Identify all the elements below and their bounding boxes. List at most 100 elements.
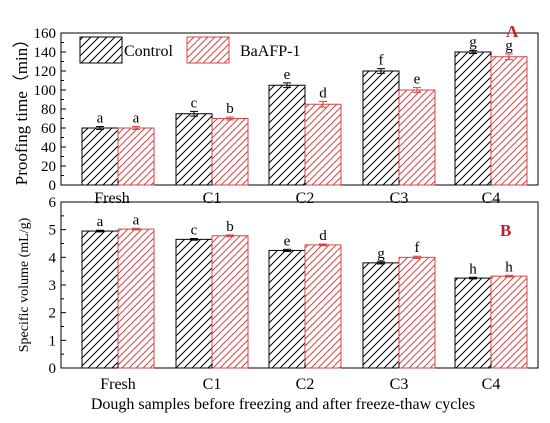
panel-b: a c e g h a b d f h 0 1 2 3 4 5 6 Fresh C1 C2 C3 C4 Specifi…: [17, 195, 539, 393]
panel-b-significance-letter: f: [415, 240, 420, 256]
panel-a-error-bar: [132, 126, 140, 130]
panel-b-error-bar: [190, 238, 198, 241]
panel-b-y-tick-label: 0: [49, 361, 57, 377]
panel-b-bar-control: [454, 277, 492, 369]
panel-a-bar-baafp: [211, 118, 249, 186]
panel-b-significance-letter: a: [97, 214, 104, 230]
panel-b-significance-letter: c: [191, 223, 198, 239]
panel-a-y-tick-label: 160: [34, 26, 57, 42]
panel-a-bar-control: [454, 51, 492, 186]
panel-b-y-tick-label: 5: [49, 223, 57, 239]
panel-b-error-bar: [319, 243, 327, 247]
panel-a-bar-control: [175, 113, 213, 186]
panel-a-category-label: C2: [296, 190, 315, 207]
panel-a-y-tick-label: 120: [34, 64, 57, 80]
panel-b-y-tick-label: 6: [49, 195, 57, 211]
panel-b-bar-control: [81, 230, 119, 369]
panel-a-significance-letter: d: [319, 85, 327, 101]
panel-a-significance-letter: c: [191, 95, 198, 111]
panel-a-error-bar: [469, 50, 477, 54]
panel-a-error-bar: [319, 100, 327, 108]
panel-a-category-label: C3: [390, 190, 409, 207]
panel-b-bar-baafp: [304, 244, 342, 369]
panel-a-y-tick-label: 100: [34, 83, 57, 99]
panel-a-significance-letter: b: [226, 101, 234, 117]
panel-a-significance-letter: g: [505, 38, 513, 54]
panel-b-y-tick-label: 3: [49, 278, 57, 294]
panel-b-error-bar: [505, 274, 513, 278]
panel-b-category-label: Fresh: [100, 376, 136, 393]
panel-a-y-axis-label: Proofing time（min）: [12, 31, 31, 185]
panel-a-significance-letter: e: [414, 72, 421, 88]
panel-b-bar-control: [175, 238, 213, 369]
panel-b-y-tick-label: 4: [49, 250, 57, 266]
panel-b-significance-letter: d: [319, 228, 327, 244]
legend: Control BaAFP-1: [79, 36, 300, 64]
panel-b-y-tick-label: 2: [49, 306, 57, 322]
panel-a-bar-control: [362, 70, 400, 186]
panel-b-significance-letter: e: [284, 233, 291, 249]
panel-a-bar-baafp: [398, 89, 436, 186]
panel-a-error-bar: [505, 53, 513, 61]
legend-swatch-control: [79, 36, 123, 64]
panel-a-significance-letter: g: [469, 35, 477, 51]
panel-a-significance-letter: a: [133, 111, 140, 127]
panel-b-significance-letter: h: [469, 261, 477, 277]
panel-b-error-bar: [283, 248, 291, 253]
panel-b-category-label: C3: [390, 376, 409, 393]
panel-a-bar-control: [268, 84, 306, 186]
panel-a-significance-letter: f: [379, 53, 384, 69]
panel-b-error-bar: [96, 229, 104, 233]
legend-label-baafp: BaAFP-1: [240, 43, 300, 60]
panel-b-bar-control: [362, 262, 400, 369]
panel-a-bar-baafp: [304, 103, 342, 186]
panel-b-error-bar: [132, 227, 140, 231]
panel-b-significance-letter: g: [377, 246, 385, 262]
legend-label-control: Control: [124, 43, 173, 60]
panel-a-y-tick-label: 20: [41, 159, 56, 175]
panel-b-bar-baafp: [398, 256, 436, 369]
panel-a-bar-control: [81, 127, 119, 186]
panel-b-category-label: C2: [296, 376, 315, 393]
panel-a-y-tick-label: 60: [41, 121, 56, 137]
panel-b-significance-letter: a: [133, 212, 140, 228]
panel-a-error-bar: [283, 82, 291, 89]
panel-a-error-bar: [190, 110, 198, 117]
panel-a-y-tick-label: 0: [49, 178, 57, 194]
panel-b-significance-letter: b: [226, 219, 234, 235]
panel-b-y-tick-label: 1: [49, 333, 57, 349]
panel-a-category-label: C4: [482, 190, 501, 207]
panel-b-bar-baafp: [211, 235, 249, 369]
panel-a: a c e f g a b d e g 0 20 40 60 80 100 120 140 160 Fresh C1…: [12, 22, 539, 207]
panel-a-category-label: Fresh: [94, 190, 130, 207]
panel-a-letter: A: [506, 22, 519, 41]
panel-b-error-bar: [377, 261, 385, 265]
panel-b-category-label: C4: [482, 376, 501, 393]
panel-a-error-bar: [226, 116, 234, 121]
panel-a-significance-letter: e: [284, 67, 291, 83]
panel-b-error-bar: [469, 276, 477, 280]
panel-a-category-label: C1: [203, 190, 222, 207]
panel-b-letter: B: [500, 221, 511, 240]
panel-b-error-bar: [226, 234, 234, 238]
panel-a-y-tick-label: 40: [41, 140, 56, 156]
panel-a-y-tick-label: 80: [41, 102, 56, 118]
panel-a-bar-baafp: [117, 127, 155, 186]
panel-a-significance-letter: a: [97, 111, 104, 127]
panel-a-bar-baafp: [490, 56, 528, 186]
panel-b-bar-baafp: [117, 228, 155, 369]
panel-b-y-axis-label: Specific volume (mL/g): [17, 217, 32, 352]
panel-a-y-tick-label: 140: [34, 45, 57, 61]
legend-swatch-baafp: [186, 36, 230, 64]
panel-a-error-bar: [413, 87, 421, 93]
panel-a-error-bar: [377, 68, 385, 74]
panel-b-bar-control: [268, 249, 306, 369]
panel-a-error-bar: [96, 126, 104, 130]
panel-b-category-label: C1: [203, 376, 222, 393]
x-axis-label: Dough samples before freezing and after …: [91, 396, 475, 413]
panel-b-error-bar: [413, 255, 421, 259]
panel-b-bar-baafp: [490, 275, 528, 369]
panel-b-significance-letter: h: [505, 259, 513, 275]
